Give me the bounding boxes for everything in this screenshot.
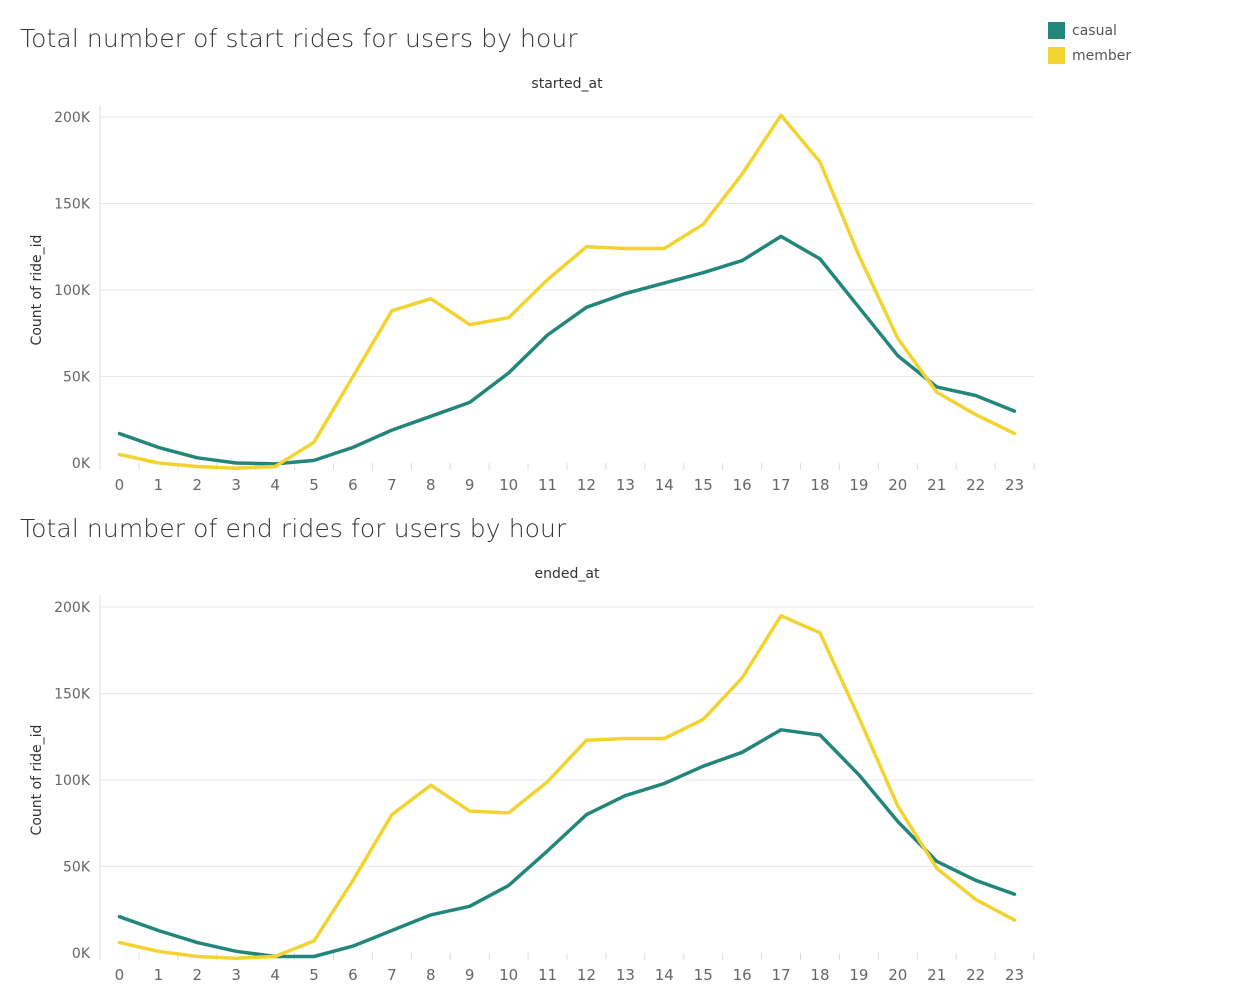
legend-item-casual[interactable]: casual (1048, 18, 1131, 43)
x-tick-label: 6 (348, 966, 358, 980)
x-tick-label: 1 (154, 966, 164, 980)
column-header: ended_at (535, 566, 600, 582)
x-tick-label: 23 (1005, 966, 1024, 980)
legend-item-member[interactable]: member (1048, 43, 1131, 68)
x-tick-label: 0 (115, 476, 125, 490)
x-tick-label: 8 (426, 476, 436, 490)
x-tick-label: 10 (499, 966, 518, 980)
y-tick-label: 200K (54, 600, 91, 616)
series-line-member[interactable] (117, 613, 1017, 960)
x-tick-label: 4 (270, 476, 280, 490)
x-tick-label: 13 (616, 966, 635, 980)
x-tick-label: 23 (1005, 476, 1024, 490)
x-tick-label: 4 (270, 966, 280, 980)
x-tick-label: 1 (154, 476, 164, 490)
x-tick-label: 14 (655, 966, 674, 980)
x-tick-label: 3 (231, 966, 241, 980)
y-tick-label: 200K (54, 110, 91, 126)
x-tick-label: 19 (849, 476, 868, 490)
x-tick-label: 13 (616, 476, 635, 490)
x-tick-label: 0 (115, 966, 125, 980)
chart-title-start-rides: Total number of start rides for users by… (20, 24, 578, 53)
x-tick-label: 11 (538, 476, 557, 490)
x-tick-label: 18 (810, 966, 829, 980)
chart-start-rides: started_at 0K 50K 100K 150K 200K Count of ride… (29, 76, 1035, 490)
x-tick-label: 3 (231, 476, 241, 490)
x-tick-label: 15 (694, 476, 713, 490)
series-line-casual[interactable] (117, 234, 1017, 466)
x-tick-label: 21 (927, 476, 946, 490)
x-tick-label: 15 (694, 966, 713, 980)
series-line-member[interactable] (117, 113, 1017, 470)
x-tick-label: 16 (733, 476, 752, 490)
x-tick-label: 9 (465, 966, 475, 980)
column-header: started_at (531, 76, 603, 92)
x-tick-label: 18 (810, 476, 829, 490)
x-tick-label: 2 (193, 966, 203, 980)
y-tick-label: 50K (63, 370, 91, 386)
y-tick-label: 100K (54, 773, 91, 789)
x-tick-label: 20 (888, 476, 907, 490)
legend-swatch-member (1048, 47, 1065, 64)
x-tick-label: 5 (309, 476, 319, 490)
y-tick-label: 100K (54, 283, 91, 299)
y-axis-label: Count of ride_id (29, 235, 45, 346)
x-tick-label: 21 (927, 966, 946, 980)
x-tick-label: 12 (577, 966, 596, 980)
legend-swatch-casual (1048, 22, 1065, 39)
chart-end-rides: ended_at 0K 50K 100K 150K 200K Count of ride_i… (29, 566, 1035, 980)
y-tick-label: 0K (72, 456, 91, 472)
x-tick-label: 10 (499, 476, 518, 490)
legend-label-casual: casual (1072, 22, 1117, 39)
x-tick-label: 9 (465, 476, 475, 490)
y-tick-label: 0K (72, 946, 91, 962)
x-tick-label: 17 (771, 966, 790, 980)
x-tick-label: 11 (538, 966, 557, 980)
x-tick-label: 20 (888, 966, 907, 980)
legend-label-member: member (1072, 47, 1132, 64)
x-tick-label: 2 (193, 476, 203, 490)
x-tick-label: 22 (966, 966, 985, 980)
legend: casual member (1048, 18, 1131, 68)
x-tick-label: 6 (348, 476, 358, 490)
y-axis-label: Count of ride_id (29, 725, 45, 836)
x-tick-label: 16 (733, 966, 752, 980)
x-tick-label: 8 (426, 966, 436, 980)
chart-title-end-rides: Total number of end rides for users by h… (20, 514, 567, 543)
x-tick-label: 14 (655, 476, 674, 490)
y-tick-label: 50K (63, 860, 91, 876)
x-tick-label: 19 (849, 966, 868, 980)
x-tick-label: 12 (577, 476, 596, 490)
y-tick-label: 150K (54, 197, 91, 213)
x-tick-label: 22 (966, 476, 985, 490)
y-tick-label: 150K (54, 687, 91, 703)
x-tick-label: 17 (771, 476, 790, 490)
x-tick-label: 5 (309, 966, 319, 980)
x-tick-label: 7 (387, 966, 397, 980)
x-tick-label: 7 (387, 476, 397, 490)
